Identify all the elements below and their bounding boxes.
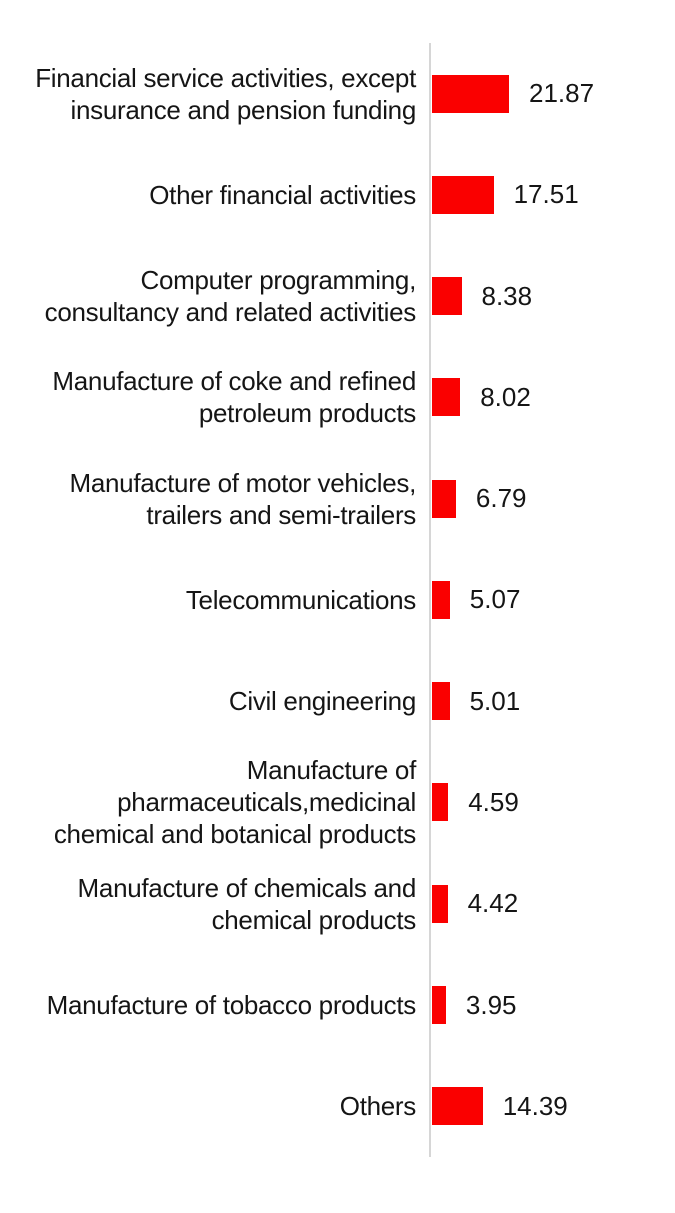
- value-label: 4.42: [467, 888, 519, 919]
- chart-row: Manufacture of motor vehicles, trailers …: [0, 448, 675, 549]
- bar[interactable]: [432, 378, 461, 417]
- category-label: Financial service activities, except ins…: [35, 62, 416, 125]
- value-label: 3.95: [465, 989, 517, 1020]
- category-label: Manufacture of coke and refined petroleu…: [52, 366, 416, 429]
- bar-group: 5.07: [432, 580, 521, 619]
- bar-group: 4.42: [432, 884, 519, 923]
- value-label: 8.02: [480, 381, 531, 412]
- value-label: 8.38: [481, 280, 533, 311]
- bar[interactable]: [432, 884, 448, 923]
- y-axis-baseline: [429, 43, 431, 1157]
- category-label: Manufacture of tobacco products: [46, 990, 417, 1021]
- bar-group: 8.02: [432, 378, 531, 417]
- category-label: Telecommunications: [185, 584, 416, 615]
- bar[interactable]: [432, 74, 509, 113]
- value-label: 4.59: [468, 786, 519, 817]
- value-label: 21.87: [529, 78, 595, 109]
- value-label: 5.07: [469, 584, 521, 615]
- value-label: 17.51: [513, 179, 579, 210]
- bar[interactable]: [432, 682, 450, 721]
- bar[interactable]: [432, 277, 462, 316]
- bar[interactable]: [432, 986, 446, 1025]
- bar[interactable]: [432, 783, 449, 822]
- chart-row: Others 14.39: [0, 1056, 675, 1157]
- bar-group: 6.79: [432, 479, 527, 518]
- bar[interactable]: [432, 1087, 483, 1126]
- category-label: Manufacture of chemicals and chemical pr…: [77, 872, 417, 935]
- chart-rows: Financial service activities, except ins…: [0, 43, 675, 1157]
- category-label: Civil engineering: [228, 686, 416, 717]
- category-label: Manufacture of pharmaceuticals,medicinal…: [53, 755, 416, 850]
- value-label: 5.01: [469, 685, 521, 716]
- category-label: Other financial activities: [149, 179, 416, 210]
- chart-row: Manufacture of tobacco products 3.95: [0, 954, 675, 1055]
- chart-row: Financial service activities, except ins…: [0, 43, 675, 144]
- bar-group: 4.59: [432, 783, 519, 822]
- category-label: Manufacture of motor vehicles, trailers …: [69, 467, 417, 530]
- chart-row: Other financial activities 17.51: [0, 144, 675, 245]
- chart-row: Manufacture of chemicals and chemical pr…: [0, 853, 675, 954]
- category-label: Computer programming, consultancy and re…: [44, 265, 417, 328]
- category-label: Others: [339, 1091, 417, 1122]
- bar-group: 5.01: [432, 682, 521, 721]
- bar-group: 8.38: [432, 277, 533, 316]
- bar-group: 14.39: [432, 1087, 568, 1126]
- bar-group: 21.87: [432, 74, 595, 113]
- bar[interactable]: [432, 479, 456, 518]
- bar-group: 3.95: [432, 986, 517, 1025]
- chart-row: Manufacture of coke and refined petroleu…: [0, 347, 675, 448]
- chart-row: Telecommunications 5.07: [0, 549, 675, 650]
- value-label: 6.79: [475, 483, 527, 514]
- bar-group: 17.51: [432, 175, 579, 214]
- chart-row: Civil engineering 5.01: [0, 651, 675, 752]
- bar[interactable]: [432, 580, 450, 619]
- chart-row: Computer programming, consultancy and re…: [0, 246, 675, 347]
- chart-row: Manufacture of pharmaceuticals,medicinal…: [0, 752, 675, 853]
- value-label: 14.39: [502, 1090, 568, 1121]
- bar[interactable]: [432, 175, 494, 214]
